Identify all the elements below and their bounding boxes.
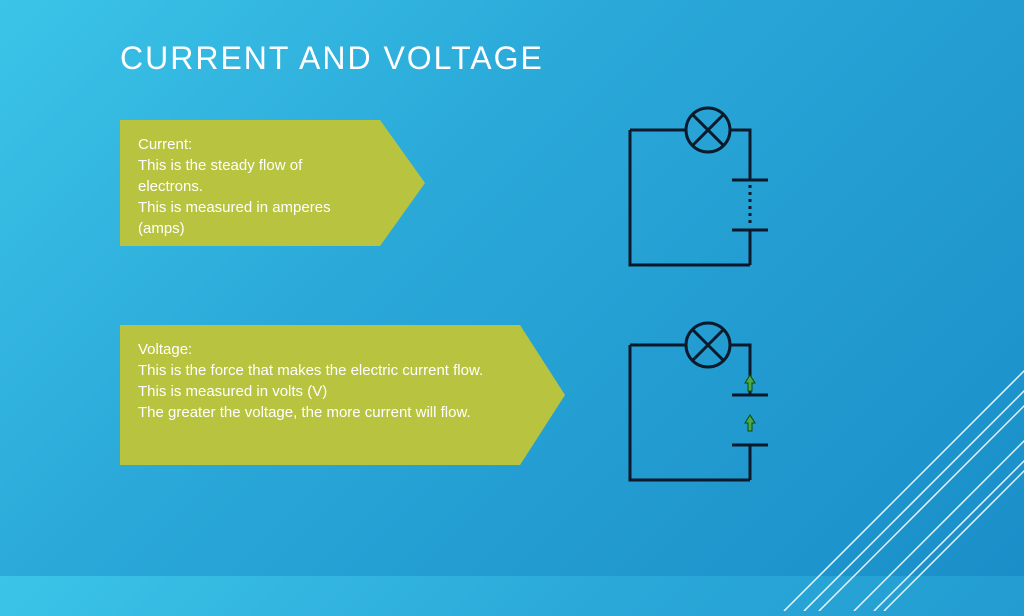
circuit-diagram-current <box>620 100 780 280</box>
current-line2: This is measured in amperes (amps) <box>138 199 331 237</box>
voltage-line2: This is measured in volts (V) <box>138 383 327 400</box>
voltage-line3: The greater the voltage, the more curren… <box>138 404 471 421</box>
voltage-line1: This is the force that makes the electri… <box>138 362 483 379</box>
current-heading: Current: <box>138 136 192 153</box>
voltage-heading: Voltage: <box>138 341 192 358</box>
decorative-lines-icon <box>724 331 1024 616</box>
arrow-head-icon <box>520 325 565 465</box>
arrow-head-icon <box>380 120 425 246</box>
current-line1: This is the steady flow of electrons. <box>138 157 302 195</box>
current-callout: Current: This is the steady flow of elec… <box>120 120 380 246</box>
slide-title: CURRENT AND VOLTAGE <box>120 40 544 77</box>
voltage-callout: Voltage: This is the force that makes th… <box>120 325 520 465</box>
